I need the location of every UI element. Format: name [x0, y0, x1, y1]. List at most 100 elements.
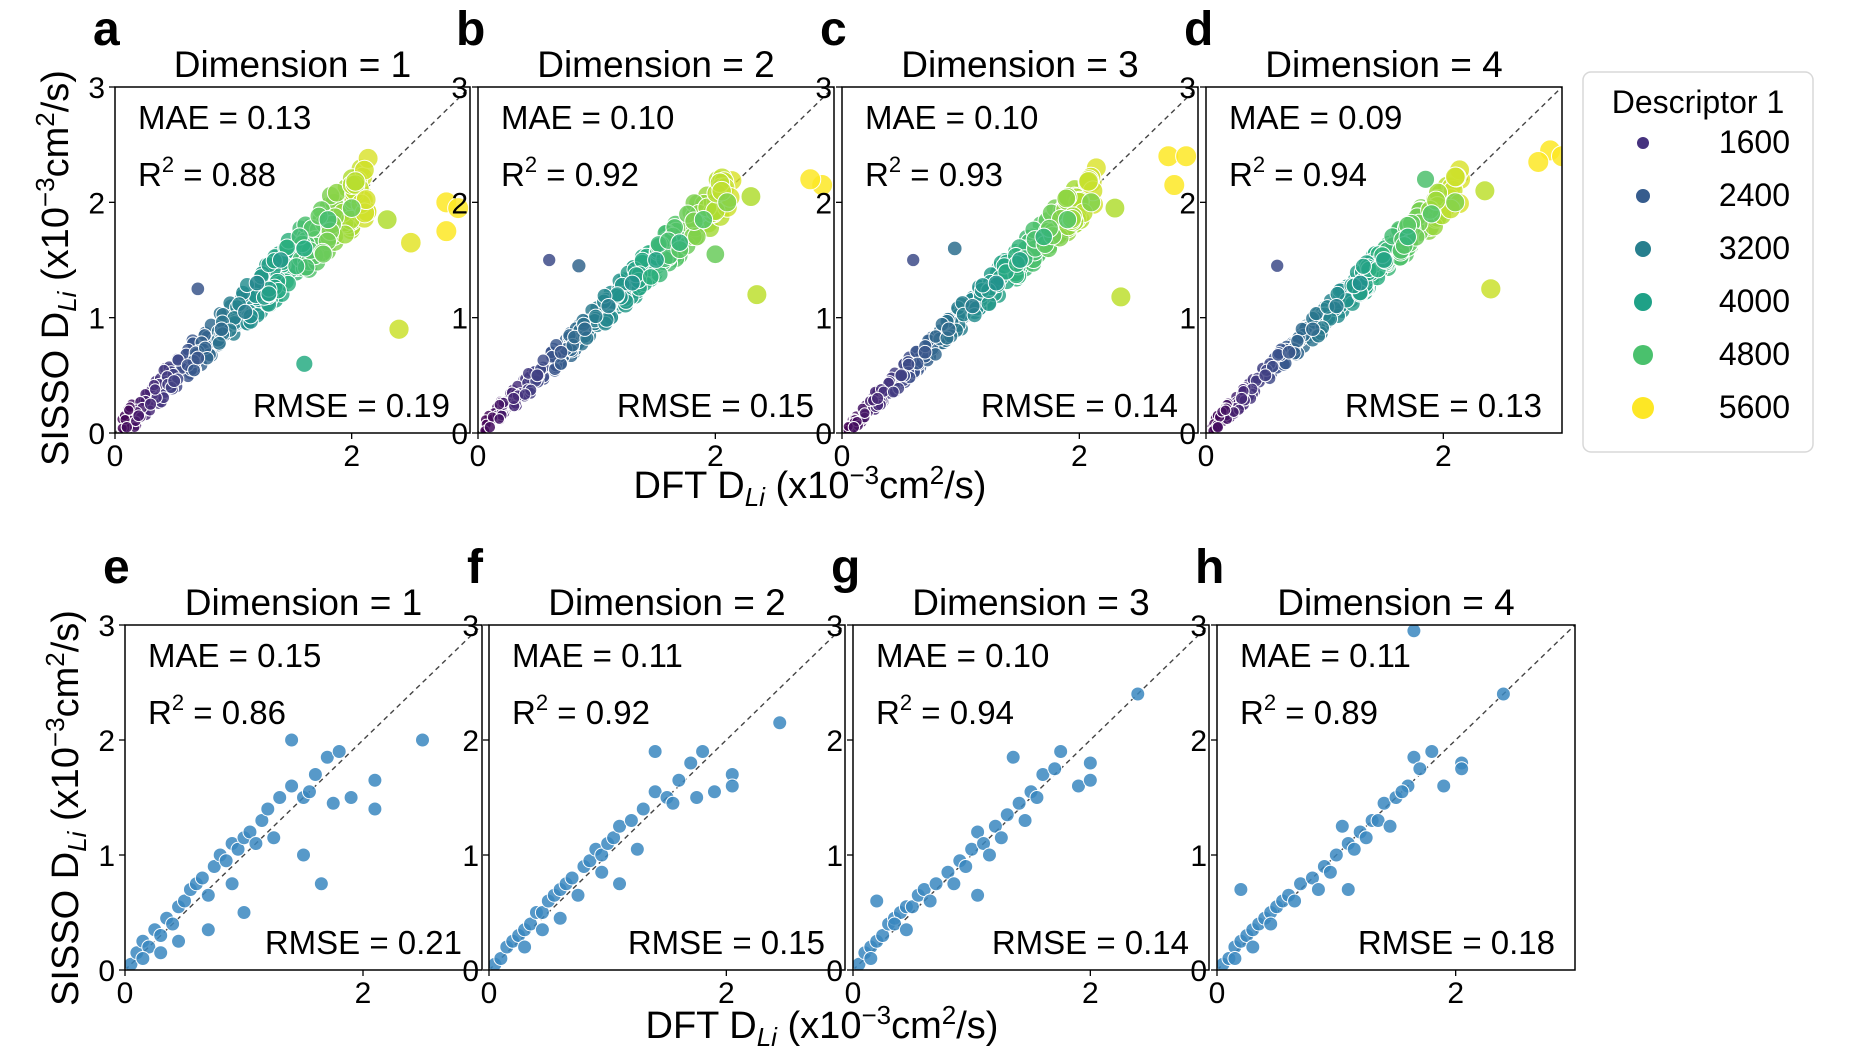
data-point: [1436, 778, 1452, 794]
rmse-label: RMSE = 0.19: [253, 387, 450, 424]
rmse-label: RMSE = 0.18: [1358, 924, 1555, 961]
data-point: [1346, 841, 1362, 857]
mae-label: MAE = 0.10: [501, 99, 674, 136]
data-point: [165, 916, 181, 932]
plot-frame: [488, 624, 846, 971]
plot-frame: [1205, 86, 1563, 434]
data-point: [266, 830, 282, 846]
data-point: [1412, 761, 1428, 777]
rmse-label: RMSE = 0.14: [981, 387, 1178, 424]
data-point: [1444, 166, 1466, 188]
y-tick-label: 1: [462, 840, 479, 873]
y-tick-label: 1: [1179, 303, 1196, 336]
data-point: [200, 887, 216, 903]
data-point: [1082, 772, 1098, 788]
data-point: [120, 421, 134, 433]
r2-label: R2 = 0.88: [138, 152, 276, 193]
legend-title: Descriptor 1: [1612, 84, 1785, 120]
data-point: [1005, 749, 1021, 765]
legend-label: 2400: [1719, 177, 1790, 213]
data-point: [623, 813, 639, 828]
data-point: [635, 801, 651, 817]
data-point: [260, 285, 278, 303]
data-point: [367, 772, 383, 788]
panel-letter: g: [831, 541, 860, 594]
r2-label: R2 = 0.94: [1229, 152, 1367, 193]
data-point: [886, 385, 900, 399]
data-point: [1445, 192, 1466, 213]
y-tick-label: 1: [815, 303, 832, 336]
y-tick-label: 0: [826, 955, 843, 988]
y-tick-label: 2: [1179, 187, 1196, 220]
data-point: [236, 905, 252, 920]
panel-h: h Dimension = 4 0 2 0 1 2 3 MAE = 0.11 R2 = 0.89 R…: [1190, 541, 1576, 1010]
data-point: [1328, 847, 1344, 863]
y-tick-label: 3: [815, 72, 832, 105]
panel-f: f Dimension = 2 0 2 0 1 2 3 MAE = 0.11 R2 = 0.92 R…: [462, 541, 846, 1010]
panel-letter: c: [820, 3, 847, 56]
data-point: [917, 344, 933, 360]
bottom-x-axis-label: DFT DLi (x10−3cm2/s): [646, 1000, 999, 1046]
data-point: [1011, 795, 1027, 811]
top-x-axis-label: DFT DLi (x10−3cm2/s): [634, 460, 987, 512]
plot-frame: [477, 86, 835, 434]
diagonal-line: [125, 625, 482, 970]
data-point: [148, 383, 162, 396]
data-point: [296, 847, 311, 863]
data-point: [1340, 882, 1356, 897]
rmse-label: RMSE = 0.13: [1345, 387, 1542, 424]
data-point: [689, 790, 705, 805]
legend-label: 5600: [1719, 389, 1790, 425]
data-point: [1211, 421, 1225, 433]
data-point: [1394, 784, 1410, 800]
data-point: [1424, 744, 1440, 759]
y-tick-label: 3: [1179, 72, 1196, 105]
plot-frame: [1216, 624, 1576, 971]
data-point: [1163, 174, 1186, 197]
data-point: [600, 298, 617, 315]
data-point: [1308, 306, 1324, 322]
panel-e: e Dimension = 1 0 2 0 1 2 3 MAE = 0.15 R2 = 0.86 R…: [98, 541, 483, 1010]
data-point: [1235, 391, 1249, 405]
y-tick-label: 0: [1179, 418, 1196, 451]
y-tick-label: 1: [826, 840, 843, 873]
data-point: [1175, 145, 1198, 168]
data-point: [272, 790, 288, 805]
data-point: [1070, 778, 1086, 794]
data-point: [318, 210, 338, 230]
data-point: [958, 859, 974, 874]
panel-letter: f: [467, 541, 484, 594]
data-point: [1287, 893, 1303, 909]
data-point: [987, 274, 1005, 292]
data-point: [1219, 404, 1232, 417]
data-point: [999, 807, 1015, 823]
legend-label: 3200: [1719, 230, 1790, 266]
legend-marker: [1633, 345, 1653, 365]
data-point: [717, 192, 738, 213]
x-tick-label: 0: [481, 977, 498, 1010]
data-point: [307, 767, 323, 782]
data-point: [799, 168, 822, 191]
data-point: [594, 864, 610, 880]
data-point: [301, 784, 317, 800]
panel-title: Dimension = 2: [537, 44, 775, 85]
data-point: [287, 257, 306, 276]
y-tick-label: 2: [815, 187, 832, 220]
data-point: [1454, 761, 1470, 777]
data-point: [1358, 830, 1374, 846]
data-point: [1082, 755, 1098, 771]
data-point: [213, 321, 230, 337]
data-point: [153, 928, 169, 943]
panel-g: g Dimension = 3 0 2 0 1 2 3 MAE = 0.10 R2 = 0.94 R…: [826, 541, 1210, 1010]
data-point: [1047, 761, 1063, 777]
y-tick-label: 1: [88, 303, 105, 336]
y-tick-label: 3: [451, 72, 468, 105]
data-point: [190, 281, 206, 297]
data-point: [1034, 227, 1054, 247]
data-point: [295, 354, 314, 373]
points: [489, 715, 788, 970]
data-point: [1265, 359, 1280, 374]
y-tick-label: 0: [815, 418, 832, 451]
y-tick-label: 1: [451, 303, 468, 336]
